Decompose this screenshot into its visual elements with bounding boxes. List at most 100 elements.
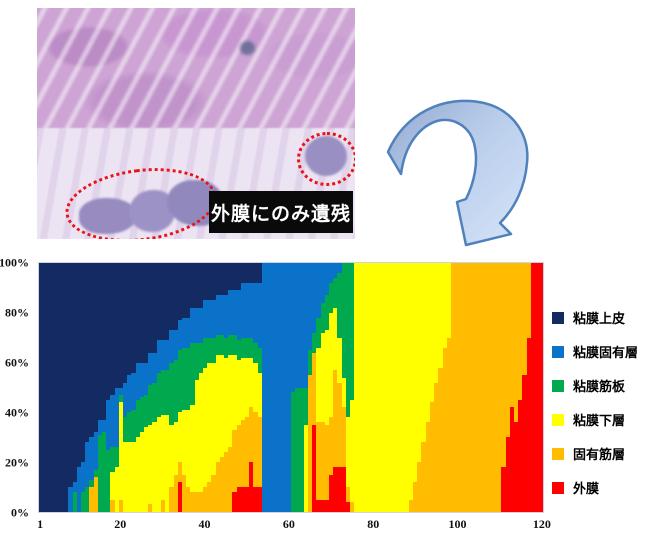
- bar-segment: [72, 492, 77, 512]
- bar-44: [219, 263, 224, 512]
- bar-segment: [102, 432, 107, 512]
- bar-segment: [371, 263, 376, 512]
- bar-segment: [160, 499, 166, 512]
- bar-6: [60, 263, 65, 512]
- bar-segment: [518, 263, 523, 400]
- bar-41: [207, 263, 212, 512]
- bar-segment: [446, 263, 451, 338]
- bar-segment: [383, 263, 388, 512]
- bar-segment: [223, 452, 229, 512]
- bar-2: [43, 263, 48, 512]
- bar-segment: [518, 399, 523, 512]
- bar-segment: [228, 263, 233, 291]
- bar-segment: [299, 263, 304, 388]
- bar-segment: [526, 337, 531, 512]
- bar-segment: [219, 295, 224, 336]
- bar-segment: [324, 295, 330, 331]
- red-dotted-outline-right: [297, 132, 355, 186]
- bar-segment: [345, 502, 351, 512]
- bar-segment: [253, 282, 258, 343]
- bar-segment: [329, 417, 334, 475]
- bar-segment: [341, 377, 346, 408]
- bar-segment: [232, 290, 237, 336]
- bar-segment: [186, 347, 191, 410]
- bar-segment: [93, 477, 98, 512]
- bar-80: [371, 263, 376, 512]
- bar-93: [425, 263, 430, 512]
- bar-segment: [165, 263, 170, 341]
- bar-segment: [244, 282, 250, 338]
- residual-nodule: [79, 198, 137, 234]
- bar-segment: [118, 402, 124, 500]
- legend-item: 粘膜下層: [552, 413, 638, 428]
- bar-segment: [85, 442, 90, 488]
- bar-segment: [320, 302, 325, 333]
- legend-label: 粘膜筋板: [573, 379, 626, 394]
- y-axis: 100% 80% 60% 40% 20% 0%: [0, 256, 33, 520]
- bar-segment: [249, 263, 254, 283]
- bar-segment: [173, 360, 178, 423]
- bar-segment: [118, 499, 124, 512]
- bar-11: [81, 263, 86, 512]
- bar-segment: [358, 263, 363, 512]
- bar-segment: [144, 263, 149, 363]
- bar-segment: [181, 409, 187, 475]
- bar-segment: [308, 350, 313, 376]
- bar-segment: [186, 409, 191, 488]
- bar-segment: [232, 263, 237, 291]
- bar-segment: [303, 387, 308, 425]
- bar-segment: [135, 362, 140, 400]
- bar-segment: [316, 263, 321, 318]
- bar-67: [316, 263, 321, 512]
- bar-segment: [337, 337, 342, 383]
- bar-segment: [102, 263, 107, 420]
- bar-69: [324, 263, 330, 512]
- bar-108: [488, 263, 493, 512]
- bar-segment: [316, 347, 321, 423]
- bar-59: [282, 263, 287, 512]
- bar-86: [396, 263, 401, 512]
- bar-segment: [160, 414, 166, 500]
- bar-114: [513, 263, 519, 512]
- bar-segment: [181, 263, 187, 318]
- bar-segment: [118, 394, 124, 403]
- bar-segment: [131, 409, 136, 443]
- bar-segment: [232, 492, 237, 512]
- bar-segment: [295, 263, 300, 388]
- bar-segment: [177, 320, 182, 351]
- bar-segment: [333, 277, 338, 308]
- bar-115: [518, 263, 523, 512]
- bar-92: [421, 263, 426, 512]
- bar-segment: [211, 362, 216, 475]
- bar-segment: [152, 263, 157, 353]
- bar-segment: [341, 407, 346, 468]
- bar-segment: [223, 357, 229, 453]
- bar-segment: [261, 263, 266, 512]
- bar-segment: [492, 263, 498, 512]
- bar-segment: [291, 263, 296, 393]
- bar-20: [118, 263, 124, 512]
- bar-8: [68, 263, 73, 512]
- bar-segment: [303, 424, 308, 512]
- bar-segment: [190, 307, 195, 343]
- legend-swatch-icon: [552, 345, 564, 358]
- bar-segment: [312, 424, 317, 512]
- bar-23: [131, 263, 136, 512]
- bar-84: [387, 263, 393, 512]
- bar-segment: [148, 504, 153, 512]
- bar-segment: [329, 263, 334, 283]
- bar-3: [47, 263, 52, 512]
- bar-14: [93, 263, 98, 512]
- bar-segment: [85, 487, 90, 512]
- bar-103: [467, 263, 472, 512]
- bar-72: [337, 263, 342, 512]
- bar-segment: [513, 263, 519, 423]
- bar-segment: [308, 263, 313, 351]
- bar-segment: [211, 263, 216, 301]
- bar-segment: [509, 263, 514, 408]
- bar-55: [265, 263, 271, 512]
- tissue-dark-spot: [240, 41, 255, 55]
- bar-segment: [148, 384, 153, 425]
- bar-segment: [312, 332, 317, 353]
- bar-1: [39, 263, 44, 512]
